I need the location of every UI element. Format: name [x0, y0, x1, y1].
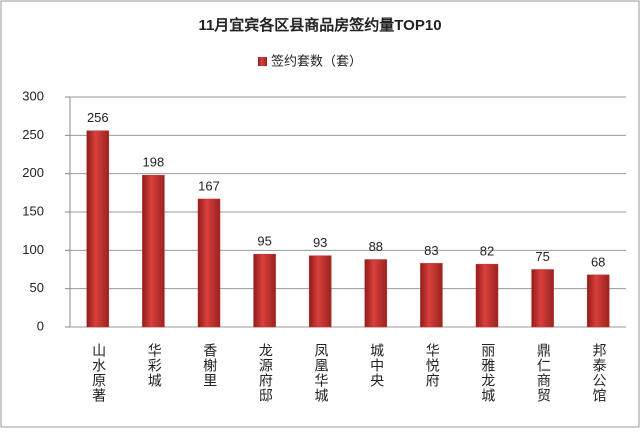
- bar: [475, 263, 499, 328]
- x-tick-label: 华悦府: [425, 343, 441, 388]
- data-label: 88: [369, 239, 383, 254]
- y-tick-label: 300: [22, 88, 44, 103]
- x-tick-label: 鼎仁商贸: [536, 343, 552, 403]
- bar: [364, 259, 388, 328]
- legend-swatch: [258, 57, 267, 66]
- bar: [586, 274, 610, 328]
- data-label: 167: [198, 178, 220, 193]
- data-label: 256: [87, 110, 109, 125]
- bar: [197, 198, 221, 328]
- y-tick-label: 250: [22, 127, 44, 142]
- x-tick-label: 香榭里: [202, 343, 218, 388]
- bar: [86, 130, 110, 328]
- legend-label: 签约套数（套）: [271, 53, 362, 68]
- data-label: 75: [535, 249, 549, 264]
- y-tick-label: 0: [37, 318, 44, 333]
- data-label: 68: [591, 254, 605, 269]
- data-label: 93: [313, 235, 327, 250]
- x-tick-label: 凤凰华城: [313, 343, 329, 403]
- x-tick-label: 邦泰公馆: [591, 343, 607, 403]
- x-tick-label: 龙源府邸: [258, 343, 274, 403]
- y-tick-label: 50: [30, 280, 44, 295]
- bar: [253, 253, 276, 328]
- data-label: 198: [143, 155, 165, 170]
- bar: [308, 255, 332, 328]
- x-tick-label: 山水原著: [91, 343, 107, 403]
- x-tick-label: 华彩城: [147, 343, 163, 388]
- data-label: 95: [257, 234, 271, 249]
- chart-title: 11月宜宾各区县商品房签约量TOP10: [198, 16, 441, 34]
- data-label: 83: [424, 243, 438, 258]
- y-tick-label: 150: [22, 203, 44, 218]
- bar: [142, 174, 165, 328]
- data-label: 82: [480, 244, 494, 259]
- x-tick-label: 城中央: [369, 343, 385, 388]
- bar: [420, 263, 443, 328]
- bar: [531, 269, 554, 328]
- x-tick-label: 丽雅龙城: [480, 343, 496, 403]
- y-tick-label: 200: [22, 165, 44, 180]
- y-tick-label: 100: [22, 242, 44, 257]
